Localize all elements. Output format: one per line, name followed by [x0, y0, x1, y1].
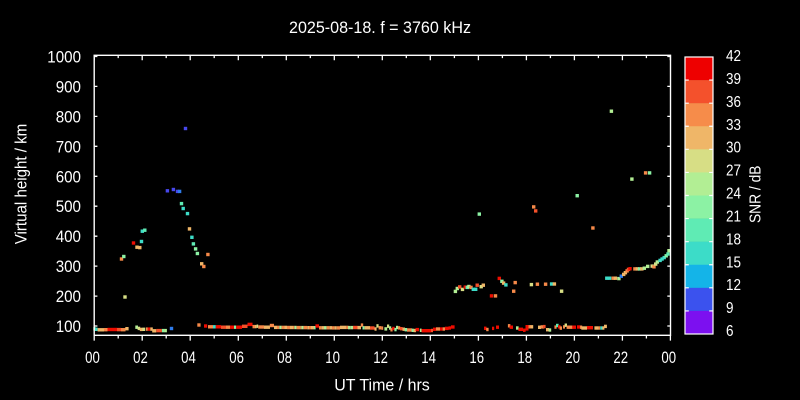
svg-text:42: 42	[726, 48, 741, 65]
svg-text:2025-08-18. f = 3760 kHz: 2025-08-18. f = 3760 kHz	[289, 18, 471, 37]
svg-text:9: 9	[726, 300, 734, 317]
svg-text:12: 12	[726, 277, 741, 294]
svg-text:900: 900	[56, 77, 81, 96]
svg-text:04: 04	[181, 348, 196, 367]
svg-text:08: 08	[277, 348, 292, 367]
svg-text:10: 10	[325, 348, 340, 367]
svg-text:33: 33	[726, 117, 741, 134]
svg-text:12: 12	[373, 348, 388, 367]
svg-text:6: 6	[726, 323, 734, 340]
svg-text:UT Time / hrs: UT Time / hrs	[334, 375, 430, 394]
svg-text:200: 200	[56, 287, 81, 306]
svg-text:700: 700	[56, 137, 81, 156]
svg-text:22: 22	[613, 348, 628, 367]
svg-text:Virtual height / km: Virtual height / km	[12, 124, 31, 245]
svg-text:14: 14	[421, 348, 436, 367]
svg-text:30: 30	[726, 140, 741, 157]
svg-text:SNR / dB: SNR / dB	[748, 166, 765, 224]
svg-text:1000: 1000	[47, 48, 81, 67]
svg-text:20: 20	[565, 348, 580, 367]
svg-text:18: 18	[726, 231, 741, 248]
svg-text:00: 00	[661, 348, 676, 367]
svg-text:24: 24	[726, 186, 741, 203]
svg-text:27: 27	[726, 163, 741, 180]
svg-text:00: 00	[85, 348, 100, 367]
svg-text:21: 21	[726, 208, 741, 225]
svg-text:300: 300	[56, 257, 81, 276]
svg-text:06: 06	[229, 348, 244, 367]
svg-text:02: 02	[133, 348, 148, 367]
svg-text:18: 18	[517, 348, 532, 367]
svg-text:36: 36	[726, 94, 741, 111]
svg-text:39: 39	[726, 71, 741, 88]
svg-text:15: 15	[726, 254, 741, 271]
svg-text:16: 16	[469, 348, 484, 367]
svg-text:100: 100	[56, 317, 81, 336]
svg-text:400: 400	[56, 227, 81, 246]
svg-text:600: 600	[56, 167, 81, 186]
svg-text:500: 500	[56, 197, 81, 216]
svg-text:800: 800	[56, 107, 81, 126]
